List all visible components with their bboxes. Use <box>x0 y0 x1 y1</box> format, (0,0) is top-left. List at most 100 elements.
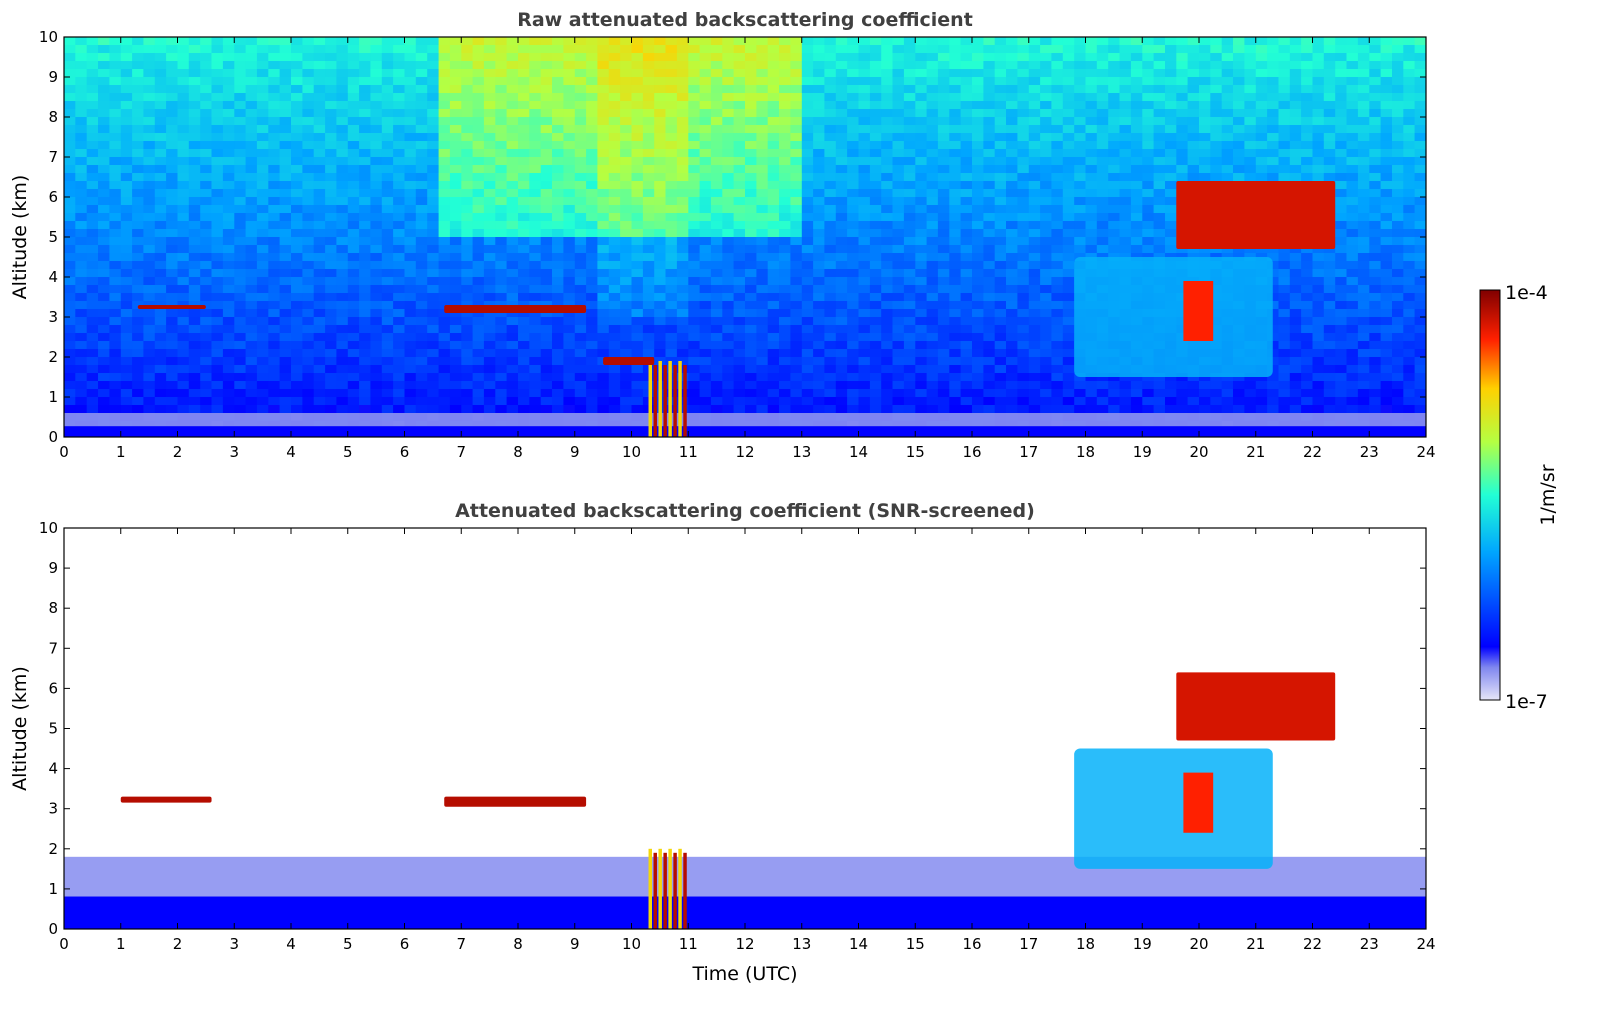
noise-cell <box>188 45 201 54</box>
noise-cell <box>994 149 1007 158</box>
noise-cell <box>75 365 88 374</box>
noise-cell <box>495 349 508 358</box>
noise-cell <box>166 293 178 302</box>
noise-cell <box>597 157 610 166</box>
noise-cell <box>1210 69 1223 78</box>
noise-cell <box>177 93 190 102</box>
noise-cell <box>1244 125 1257 134</box>
noise-cell <box>586 237 598 246</box>
noise-cell <box>1199 141 1211 150</box>
noise-cell <box>586 133 598 142</box>
noise-cell <box>1289 117 1302 126</box>
noise-cell <box>177 221 190 230</box>
noise-cell <box>1403 61 1416 70</box>
noise-cell <box>1130 229 1143 238</box>
noise-cell <box>98 157 110 166</box>
noise-cell <box>495 37 508 46</box>
noise-cell <box>1051 149 1064 158</box>
noise-cell <box>892 357 905 366</box>
noise-cell <box>302 133 315 142</box>
noise-cell <box>1255 61 1268 70</box>
noise-cell <box>892 141 905 150</box>
noise-cell <box>620 149 632 158</box>
noise-cell <box>256 165 269 174</box>
noise-cell <box>926 293 939 302</box>
noise-cell <box>404 285 417 294</box>
noise-cell <box>1199 53 1211 62</box>
noise-cell <box>166 269 178 278</box>
noise-cell <box>1289 253 1302 262</box>
noise-cell <box>552 309 564 318</box>
noise-cell <box>1403 109 1416 118</box>
noise-cell <box>415 253 428 262</box>
noise-cell <box>688 213 701 222</box>
noise-cell <box>847 285 859 294</box>
noise-cell <box>1255 165 1268 174</box>
noise-cell <box>722 261 735 270</box>
noise-cell <box>540 229 553 238</box>
noise-cell <box>1414 125 1426 134</box>
noise-cell <box>1028 213 1041 222</box>
noise-cell <box>427 365 440 374</box>
noise-cell <box>415 333 428 342</box>
noise-cell <box>1267 157 1279 166</box>
noise-cell <box>1017 237 1030 246</box>
noise-cell <box>461 269 474 278</box>
noise-cell <box>1323 341 1336 350</box>
noise-cell <box>415 269 428 278</box>
noise-cell <box>336 293 349 302</box>
noise-cell <box>98 205 110 214</box>
noise-cell <box>1289 85 1302 94</box>
noise-cell <box>449 309 462 318</box>
noise-cell <box>427 173 440 182</box>
noise-cell <box>1335 253 1348 262</box>
noise-cell <box>1153 221 1166 230</box>
noise-cell <box>847 165 859 174</box>
noise-cell <box>132 341 144 350</box>
noise-cell <box>279 277 292 286</box>
noise-cell <box>1096 173 1109 182</box>
noise-cell <box>540 317 553 326</box>
noise-cell <box>960 245 973 254</box>
noise-cell <box>200 317 213 326</box>
noise-cell <box>824 189 837 198</box>
noise-cell <box>915 141 928 150</box>
noise-cell <box>518 237 530 246</box>
noise-cell <box>881 61 894 70</box>
noise-cell <box>1085 229 1098 238</box>
noise-cell <box>1380 173 1393 182</box>
noise-cell <box>393 93 405 102</box>
noise-cell <box>495 173 508 182</box>
noise-cell <box>790 213 803 222</box>
noise-cell <box>347 261 360 270</box>
noise-cell <box>313 325 326 334</box>
noise-cell <box>892 325 905 334</box>
noise-cell <box>813 61 825 70</box>
noise-cell <box>824 45 837 54</box>
noise-cell <box>98 237 110 246</box>
noise-cell <box>892 237 905 246</box>
noise-cell <box>347 357 360 366</box>
noise-cell <box>631 37 644 46</box>
noise-cell <box>461 53 474 62</box>
noise-cell <box>972 341 984 350</box>
noise-cell <box>75 229 88 238</box>
noise-cell <box>336 221 349 230</box>
noise-cell <box>483 125 496 134</box>
noise-cell <box>642 125 655 134</box>
noise-cell <box>291 69 303 78</box>
noise-cell <box>143 237 156 246</box>
noise-cell <box>1221 69 1234 78</box>
noise-cell <box>1369 205 1382 214</box>
noise-cell <box>824 173 837 182</box>
noise-cell <box>234 253 247 262</box>
noise-cell <box>620 205 632 214</box>
noise-cell <box>291 333 303 342</box>
noise-cell <box>665 45 678 54</box>
noise-cell <box>586 261 598 270</box>
noise-cell <box>1108 189 1121 198</box>
noise-cell <box>245 229 258 238</box>
noise-cell <box>495 309 508 318</box>
noise-cell <box>370 165 383 174</box>
noise-cell <box>801 173 814 182</box>
